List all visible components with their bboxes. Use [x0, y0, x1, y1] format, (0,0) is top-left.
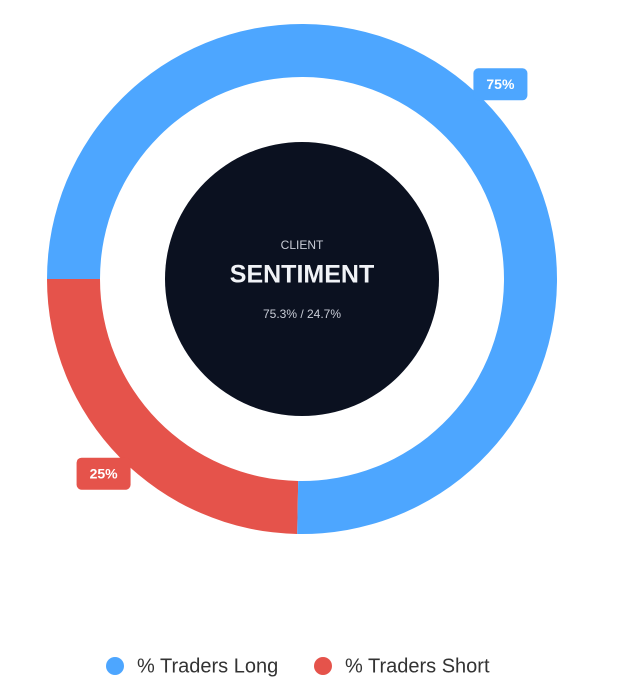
value-label: 75%: [486, 76, 515, 92]
center-disc: [165, 142, 439, 416]
legend-label: % Traders Short: [345, 655, 490, 677]
donut-slice: [47, 279, 299, 534]
legend-label: % Traders Long: [137, 655, 278, 677]
legend-swatch: [314, 657, 332, 675]
legend-swatch: [106, 657, 124, 675]
center-subtitle: 75.3% / 24.7%: [263, 307, 341, 321]
value-label: 25%: [90, 465, 119, 481]
value-label-badge: [473, 68, 528, 101]
center-kicker: CLIENT: [281, 238, 324, 252]
value-label-badge: [76, 457, 131, 490]
chart-title: SENTIMENT: [230, 261, 374, 289]
